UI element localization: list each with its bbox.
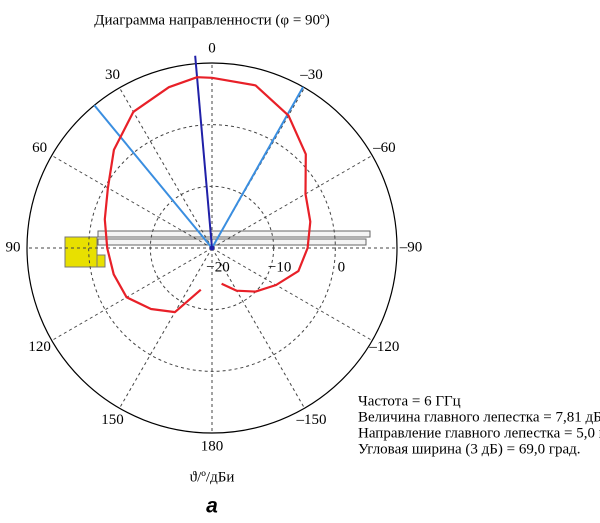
r-tick-label: −20 — [206, 259, 229, 275]
outer-circle — [26, 62, 398, 434]
grid-spoke — [51, 155, 213, 249]
angle-tick-label: –60 — [372, 140, 396, 156]
angle-tick-label: 30 — [105, 67, 120, 83]
annotation: Величина главного лепестка = 7,81 дБи — [358, 409, 600, 425]
angle-tick-label: 180 — [201, 438, 224, 454]
annotation: Частота = 6 ГГц — [358, 393, 461, 409]
beam-edge — [211, 86, 304, 249]
r-tick-label: −10 — [268, 259, 291, 275]
annotation: Направление главного лепестка = 5,0 град… — [358, 425, 600, 441]
center — [209, 245, 215, 251]
angle-tick-label: –120 — [368, 339, 399, 355]
axis-label: ϑ/º/дБи — [190, 469, 235, 485]
grid-spoke — [211, 155, 373, 249]
chart-title: Диаграмма направленности (φ = 90º) — [94, 12, 329, 28]
grid-spoke — [211, 247, 305, 409]
main-direction — [194, 55, 213, 249]
angle-tick-label: 60 — [32, 140, 47, 156]
angle-tick-label: –90 — [399, 239, 423, 255]
grid-spoke — [119, 247, 213, 409]
grid-spoke — [51, 247, 213, 341]
angle-tick-label: –150 — [296, 412, 327, 428]
antenna — [64, 230, 371, 268]
angle-tick-label: 120 — [28, 339, 51, 355]
angle-tick-label: –30 — [299, 67, 323, 83]
grid-spoke — [119, 87, 213, 249]
beam-edge — [93, 104, 213, 249]
grid-ring — [88, 124, 336, 372]
angle-tick-label: 90 — [6, 239, 21, 255]
grid-spoke — [211, 247, 373, 341]
pattern-line — [103, 76, 312, 314]
caption: а — [206, 495, 218, 518]
r-tick-label: 0 — [338, 259, 346, 275]
angle-tick-label: 0 — [208, 40, 216, 56]
angle-tick-label: 150 — [101, 412, 124, 428]
annotation: Угловая ширина (3 дБ) = 69,0 град. — [358, 441, 581, 457]
